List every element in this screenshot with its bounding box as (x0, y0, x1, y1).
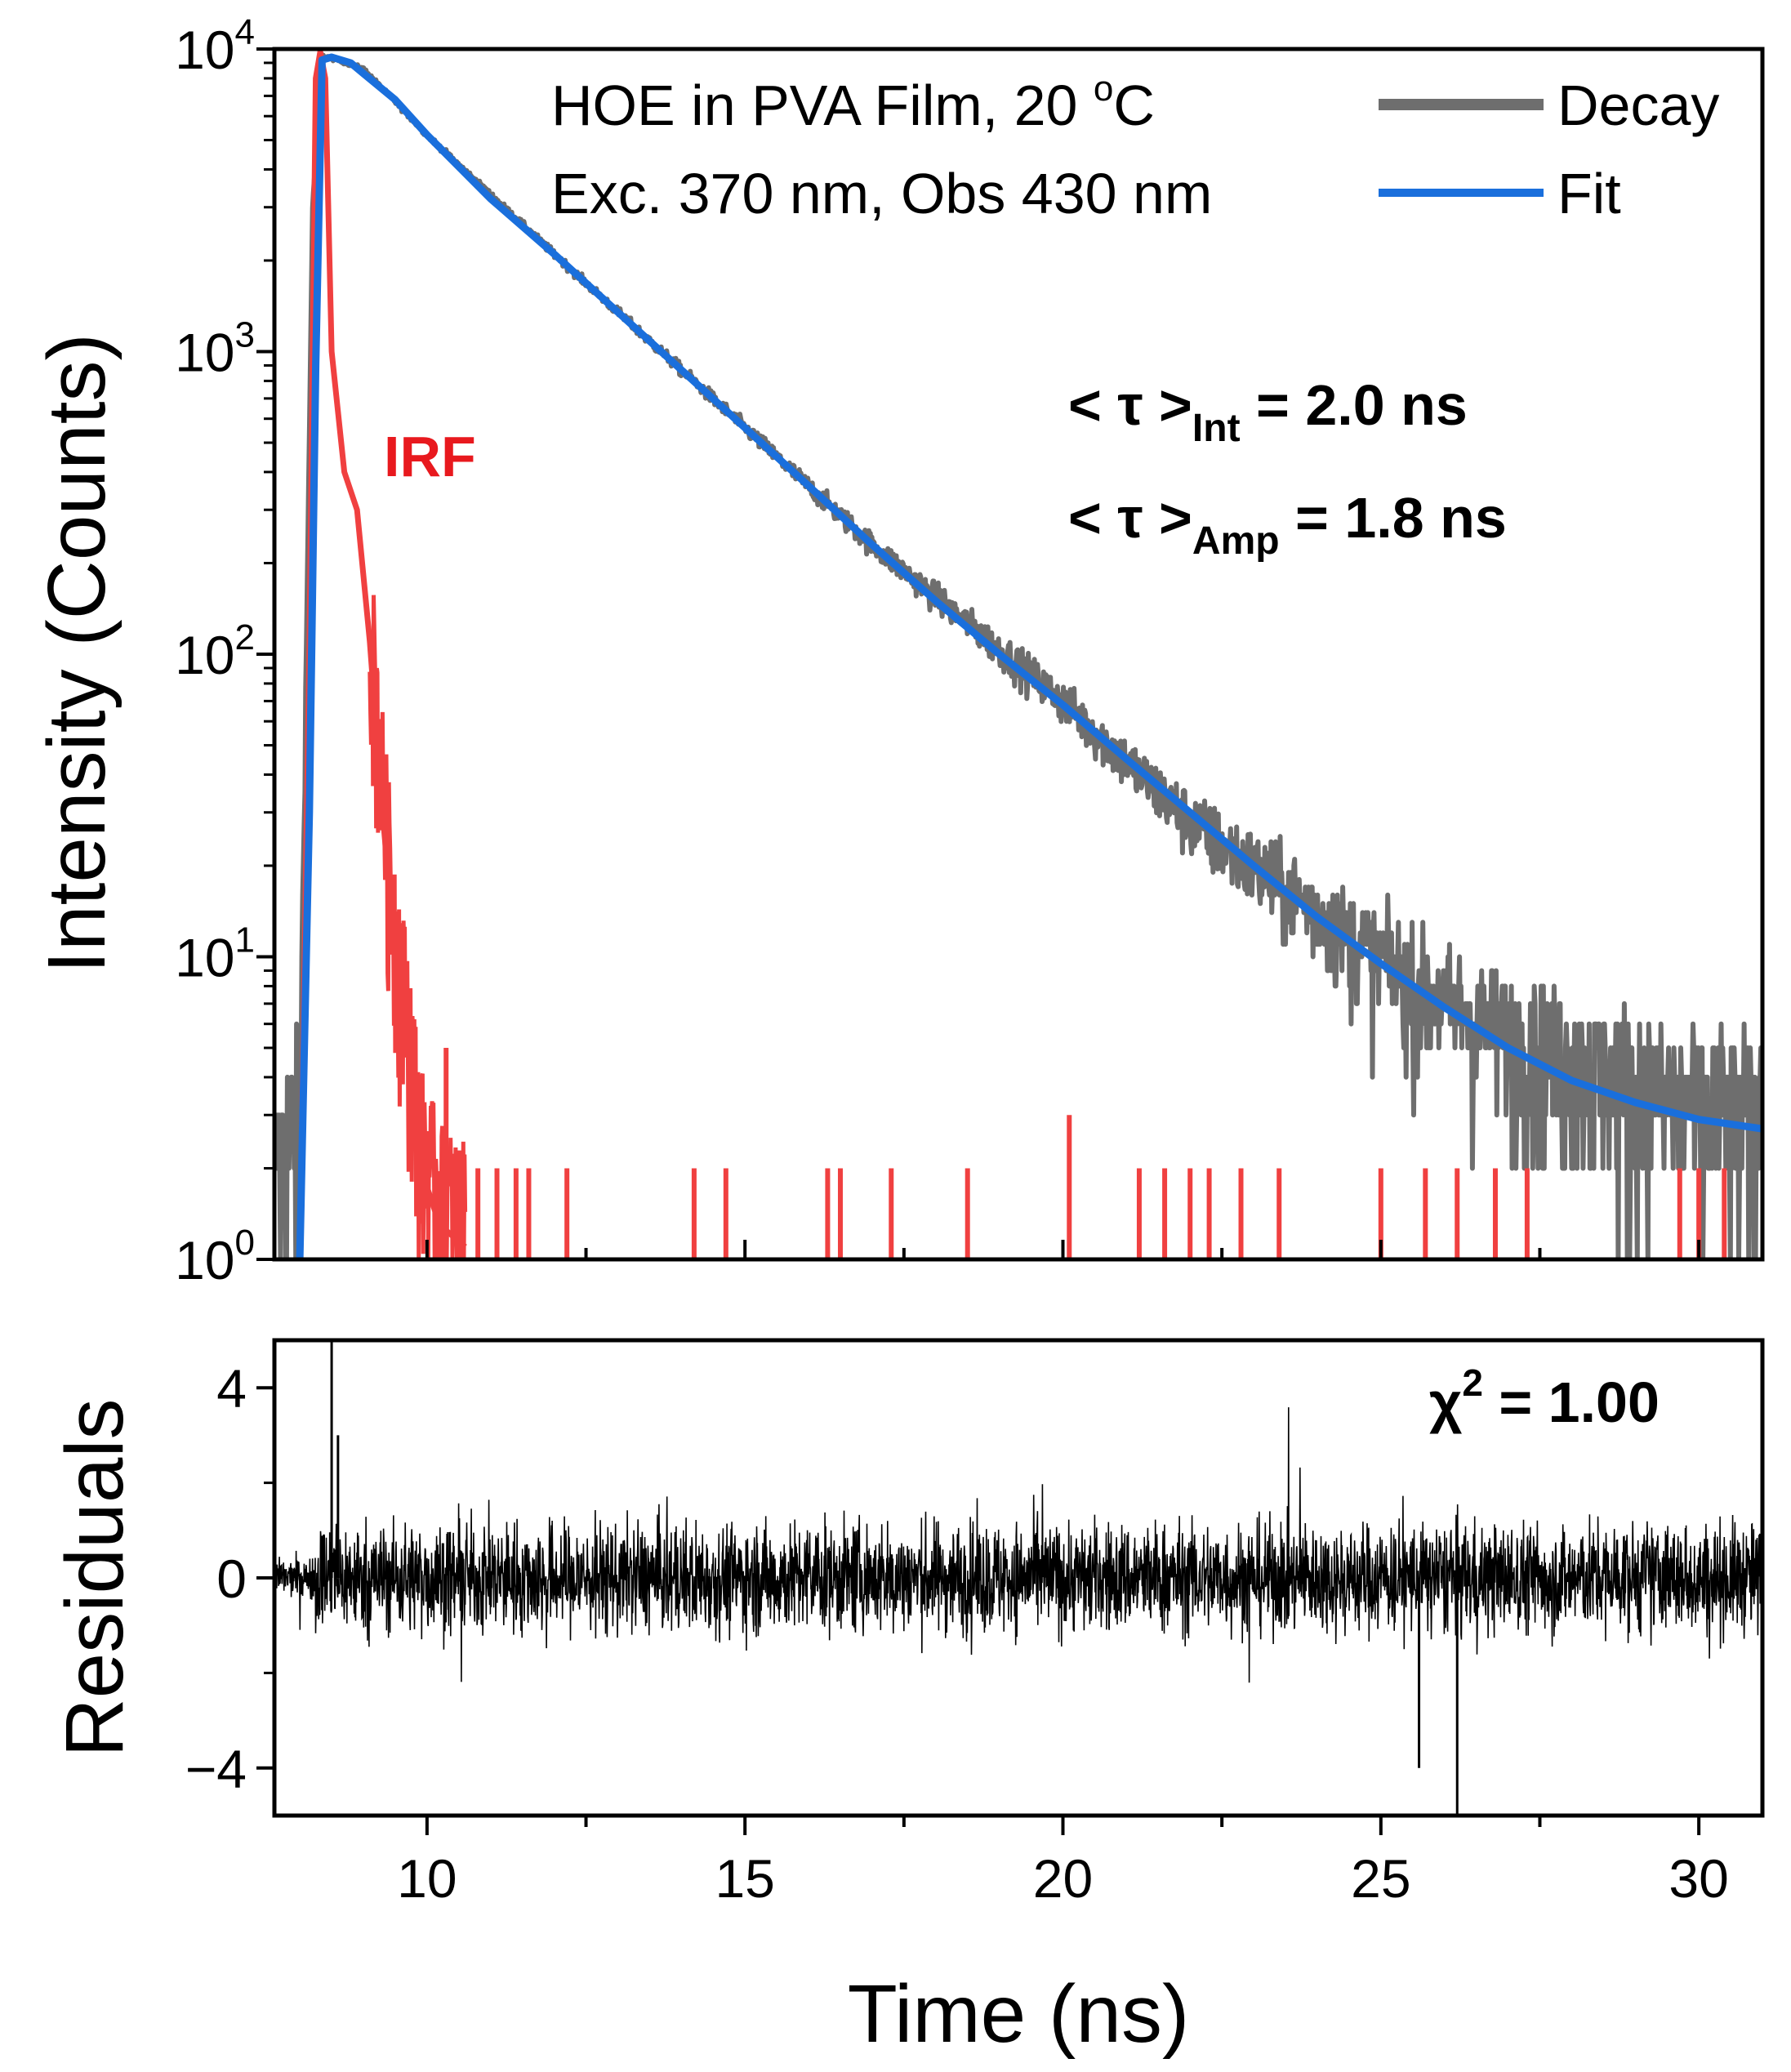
x-tick-label: 30 (1668, 1848, 1728, 1909)
tau-amp-value: = 1.8 ns (1280, 486, 1507, 550)
x-axis-title: Time (ns) (848, 1968, 1190, 2060)
legend-title-line-1: HOE in PVA Film, 20 oC (551, 69, 1155, 137)
x-tick-label: 10 (397, 1848, 457, 1909)
decay-y-tick-label: 104 (175, 12, 255, 80)
legend: HOE in PVA Film, 20 oC Exc. 370 nm, Obs … (551, 69, 1719, 225)
tau-amp-annotation: < τ >Amp = 1.8 ns (1068, 486, 1507, 563)
residuals-panel: 10 15 20 25 30 4 0 −4 Residuals χ2 = 1.00 (49, 1338, 1765, 1909)
x-tick-label: 15 (715, 1848, 774, 1909)
irf-label: IRF (384, 425, 476, 488)
tau-amp-symbol: < τ > (1068, 486, 1192, 550)
decay-y-tick-label: 102 (175, 617, 255, 685)
residuals-y-tick-label: 0 (216, 1548, 247, 1609)
chi-symbol: χ (1429, 1370, 1462, 1434)
tau-int-symbol: < τ > (1068, 373, 1192, 437)
tau-amp-subscript: Amp (1192, 519, 1280, 563)
decay-y-axis-title: Intensity (Counts) (31, 333, 123, 974)
tau-int-annotation: < τ >Int = 2.0 ns (1068, 373, 1468, 450)
decay-trace (274, 52, 1762, 1259)
chi-square-annotation: χ2 = 1.00 (1429, 1361, 1660, 1434)
chi-value: = 1.00 (1483, 1370, 1660, 1434)
x-tick-label: 20 (1033, 1848, 1093, 1909)
legend-title-line-1-unit: C (1113, 74, 1155, 137)
irf-trace (296, 49, 467, 1259)
residuals-y-tick-label: 4 (216, 1358, 247, 1419)
tau-int-value: = 2.0 ns (1241, 373, 1468, 437)
residuals-traces (274, 1340, 1762, 1816)
legend-title-line-2: Exc. 370 nm, Obs 430 nm (551, 162, 1212, 225)
decay-y-tick-label: 100 (175, 1223, 255, 1290)
decay-panel: 100 101 102 103 104 Intensity (Counts) HOE i… (31, 12, 1765, 1290)
legend-label-fit: Fit (1557, 162, 1621, 225)
irf-tail (368, 595, 468, 1259)
residuals-y-axis-title: Residuals (49, 1398, 140, 1757)
residuals-ticks: 10 15 20 25 30 4 0 −4 (185, 1358, 1729, 1909)
decay-ticks: 100 101 102 103 104 (175, 12, 1701, 1290)
residuals-y-tick-label: −4 (185, 1739, 247, 1799)
fit-trace (296, 53, 1762, 1259)
legend-label-decay: Decay (1557, 74, 1719, 137)
decay-y-tick-label: 103 (175, 315, 255, 383)
legend-title-line-1-main: HOE in PVA Film, 20 (551, 74, 1094, 137)
tau-int-subscript: Int (1192, 407, 1241, 450)
x-tick-label: 25 (1351, 1848, 1410, 1909)
decay-traces (274, 49, 1762, 1259)
decay-y-tick-label: 101 (175, 920, 255, 988)
residuals-trace (274, 1407, 1762, 1683)
chi-superscript: 2 (1462, 1361, 1483, 1404)
legend-title-degree-sup: o (1094, 69, 1113, 109)
